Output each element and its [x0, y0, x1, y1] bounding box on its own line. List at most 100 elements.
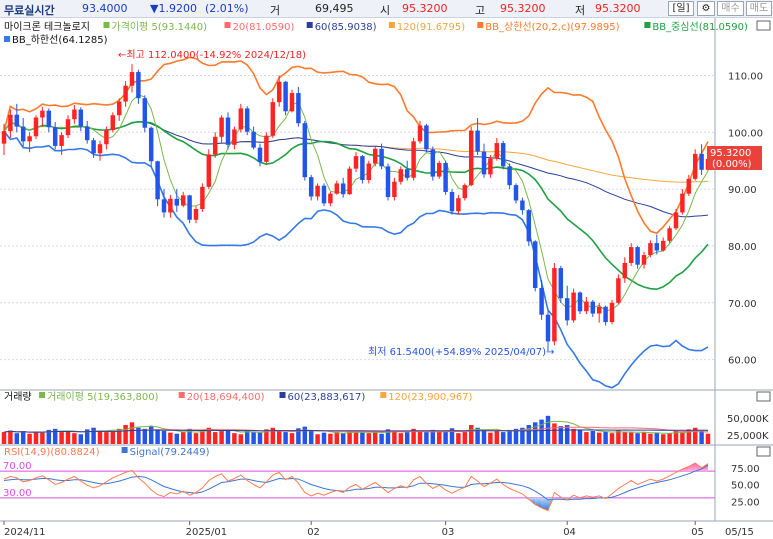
candle-body [347, 168, 352, 195]
candle-body [219, 117, 224, 137]
candle-body [136, 72, 141, 99]
stock-chart[interactable]: 70.00 30.00 110.00 100.00 90.00 80.00 70.00 60… [0, 18, 773, 539]
axes: 110.00 100.00 90.00 80.00 70.00 60.00 50,000K 2… [3, 71, 769, 538]
candle-body [308, 177, 314, 197]
volume-bar [372, 432, 378, 444]
volume-bar [424, 432, 429, 444]
volume-value: 69,495 [315, 2, 354, 15]
legend-item: 거래량 [4, 391, 32, 403]
volume-bar [129, 422, 135, 444]
price-tick: 80.00 [728, 242, 757, 253]
candle-body [596, 306, 602, 314]
high-label: 고 [475, 4, 486, 17]
volume-bar [8, 430, 13, 444]
candle-body [424, 125, 429, 150]
legend-swatch [121, 447, 128, 453]
x-tick: 04 [563, 527, 576, 538]
volume-bar [219, 431, 224, 444]
candle-body [520, 200, 525, 211]
volume-bar [500, 432, 506, 444]
rsi-line [3, 462, 709, 512]
candle-body [532, 241, 538, 288]
volume-bar [321, 432, 327, 444]
rsi-overbought-fill [688, 463, 696, 472]
volume-bar [488, 432, 493, 444]
volume-bar [289, 433, 295, 444]
rsi-pane-button[interactable] [756, 446, 771, 457]
open-value: 95.3200 [402, 2, 448, 15]
candle-body [97, 144, 103, 154]
candle-body [200, 186, 205, 209]
volume-bar [110, 431, 116, 444]
volume-bar [475, 427, 480, 444]
rsi-oversold-fill [535, 497, 542, 508]
volume-bar [590, 431, 596, 444]
volume-bar [142, 428, 148, 444]
candle-body [449, 191, 455, 212]
volume-bar [686, 429, 692, 444]
volume-bars [1, 415, 711, 444]
volume-bar [558, 426, 564, 444]
candle-body [257, 147, 263, 162]
legend-swatch [103, 22, 110, 28]
volume-bar [308, 431, 314, 444]
candle-body [385, 166, 391, 198]
candle-body [481, 151, 487, 175]
volume-bar [33, 431, 39, 444]
volume-pane-button[interactable] [756, 391, 771, 402]
volume-tick: 50,000K [727, 414, 769, 425]
volume-bar [692, 427, 698, 444]
candle-body [411, 141, 416, 178]
volume-bar [161, 431, 167, 444]
candle-body [558, 268, 564, 299]
volume-bar [270, 427, 276, 444]
volume-bar [328, 433, 333, 444]
high-value: 95.3200 [500, 2, 546, 15]
volume-bar [667, 433, 672, 444]
price-pane-button[interactable] [756, 20, 771, 31]
volume-bar [641, 432, 647, 444]
candle-body [91, 140, 96, 154]
candle-body [488, 158, 493, 175]
volume-bar [436, 431, 442, 444]
settings-icon[interactable]: ⚙ [697, 1, 715, 16]
candle-body [392, 181, 397, 198]
price-tick: 60.00 [728, 356, 757, 367]
candle-body [27, 136, 32, 142]
period-button[interactable]: [일] [668, 1, 694, 16]
volume-bar [392, 430, 397, 444]
candle-body [699, 153, 704, 170]
candle-body [680, 193, 685, 213]
candle-body [494, 143, 500, 159]
volume-bar [648, 433, 653, 444]
candle-body [334, 183, 340, 194]
volume-bar [609, 433, 615, 444]
sell-button[interactable]: 매도 [746, 1, 772, 16]
price-tick: 110.00 [728, 71, 763, 82]
candle-body [692, 153, 698, 179]
volume-bar [251, 432, 256, 444]
buy-button[interactable]: 매수 [717, 1, 744, 16]
candle-body [123, 85, 128, 102]
candle-body [321, 185, 327, 204]
legend-swatch [644, 22, 651, 28]
candle-body [251, 131, 256, 148]
candle-body [283, 81, 288, 112]
candle-body [46, 110, 52, 128]
volume-bar [14, 433, 20, 444]
candle-body [180, 195, 186, 206]
rsi-tick: 25.00 [731, 497, 760, 508]
volume-bar [174, 433, 180, 444]
candle-body [315, 185, 320, 197]
candle-body [584, 301, 589, 312]
price-change: ▼1.9200 [150, 2, 197, 15]
open-label: 시 [380, 4, 391, 17]
legend-swatch [39, 392, 46, 398]
volume-bar [244, 430, 250, 444]
volume-bar [46, 429, 52, 444]
candle-body [187, 195, 192, 220]
volume-bar [302, 426, 308, 444]
volume-bar [296, 428, 301, 444]
price-tick: 100.00 [728, 128, 763, 139]
candle-body [14, 114, 20, 127]
